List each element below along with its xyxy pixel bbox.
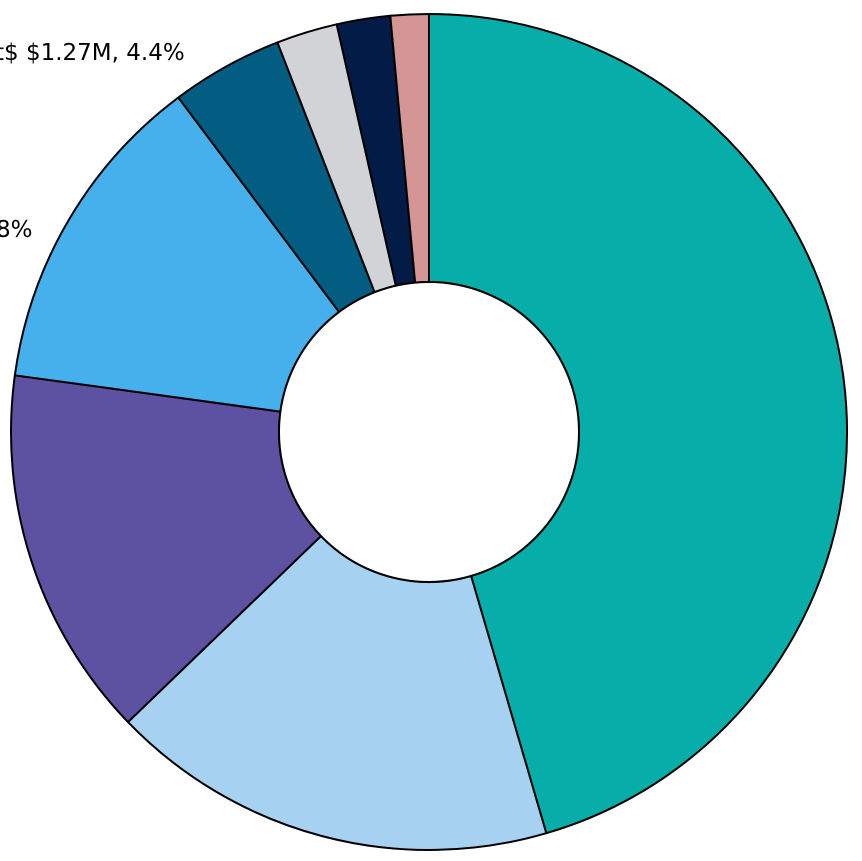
slice-label-4: 8% [0,217,33,243]
slice-label-5: t$ $1.27M, 4.4% [0,40,185,66]
slice-labels: 8% t$ $1.27M, 4.4% [0,40,185,243]
donut-slices [10,13,848,851]
donut-hole [278,281,580,583]
